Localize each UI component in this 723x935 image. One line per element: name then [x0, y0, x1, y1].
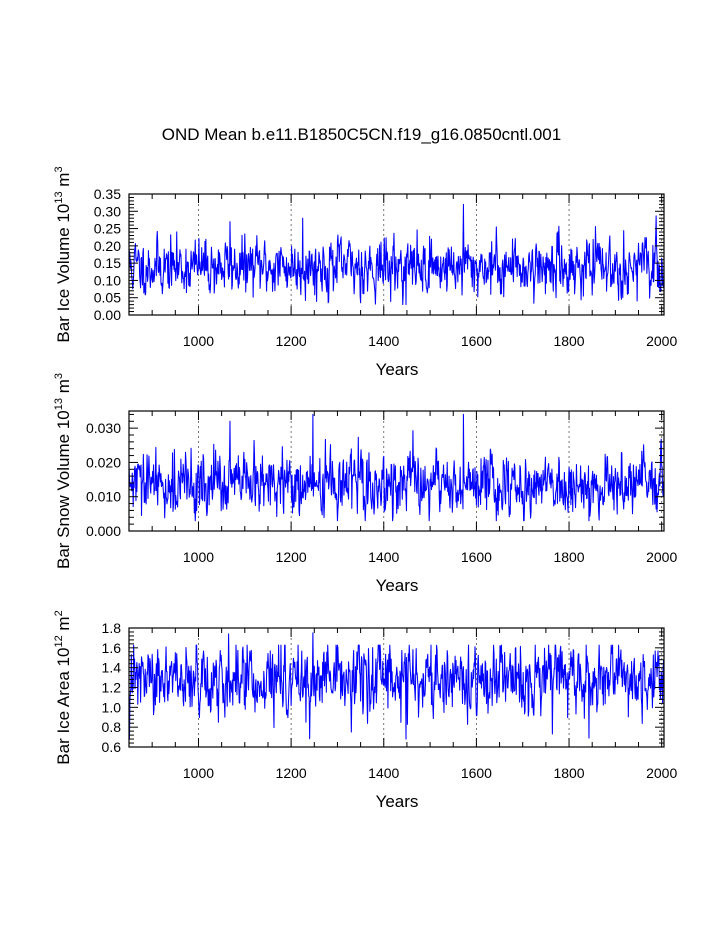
y-tick-label: 0.25 [94, 221, 121, 237]
y-tick-label: 0.000 [86, 523, 121, 539]
x-tick-label: 1400 [368, 765, 399, 781]
y-axis-label-part: 3 [53, 373, 65, 379]
y-tick-label: 0.15 [94, 255, 121, 271]
y-tick-label: 0.05 [94, 290, 121, 306]
plot-frame [128, 193, 665, 316]
y-axis-label-part: 13 [53, 191, 65, 203]
x-tick-label: 1800 [553, 765, 584, 781]
series-line-ice-volume [128, 203, 665, 306]
x-tick-label: 1200 [276, 333, 307, 349]
x-tick-label: 1000 [183, 765, 214, 781]
x-tick-label: 1600 [461, 333, 492, 349]
y-tick-label: 1.6 [102, 640, 122, 656]
y-tick-label: 0.35 [94, 186, 121, 202]
y-axis-label-part: Bar Ice Volume 10 [54, 204, 73, 343]
y-tick-label: 0.10 [94, 272, 121, 288]
x-tick-label: 2000 [646, 549, 677, 565]
x-tick-label: 1800 [553, 549, 584, 565]
y-axis-label-part: 3 [53, 166, 65, 172]
panel-snow-volume: 1000 1200 1400 1600 1800 2000 0.000 0.010 0.020 0… [53, 373, 677, 595]
y-axis-label-part: m [54, 379, 73, 398]
y-axis-label-part: Bar Ice Area 10 [54, 648, 73, 765]
panel-ice-area: 1000 1200 1400 1600 1800 2000 0.6 0.8 1.0 1.2 1.4 1… [53, 610, 677, 811]
y-tick-label: 0.6 [102, 739, 122, 755]
y-axis-label: Bar Ice Volume 1013 m3 [53, 166, 73, 342]
y-tick-label: 0.8 [102, 719, 122, 735]
y-tick-label: 0.30 [94, 203, 121, 219]
chart-title: OND Mean b.e11.B1850C5CN.f19_g16.0850cnt… [161, 125, 562, 144]
x-tick-label: 1000 [183, 333, 214, 349]
y-axis-label: Bar Ice Area 1012 m2 [53, 610, 73, 764]
x-tick-label: 2000 [646, 765, 677, 781]
x-axis-label: Years [376, 360, 419, 379]
y-axis-label-part: m [54, 616, 73, 635]
y-tick-label: 0.030 [86, 420, 121, 436]
y-axis-label-part: m [54, 173, 73, 192]
y-tick-label: 0.010 [86, 489, 121, 505]
x-tick-label: 1600 [461, 549, 492, 565]
y-tick-label: 1.4 [102, 660, 122, 676]
y-axis-label: Bar Snow Volume 1013 m3 [53, 373, 73, 569]
series-line-ice-area [128, 632, 665, 740]
x-tick-label: 1200 [276, 765, 307, 781]
panel-ice-volume: 1000 1200 1400 1600 1800 2000 0.000.05 0.100.15… [53, 166, 677, 379]
y-axis-label-part: Bar Snow Volume 10 [54, 410, 73, 569]
y-axis-label-part: 13 [53, 398, 65, 410]
series-line-snow-volume [128, 413, 665, 522]
x-tick-label: 1000 [183, 549, 214, 565]
x-axis-label: Years [376, 576, 419, 595]
x-tick-label: 1800 [553, 333, 584, 349]
y-axis-label-part: 2 [53, 610, 65, 616]
x-tick-label: 1400 [368, 549, 399, 565]
x-tick-label: 1200 [276, 549, 307, 565]
y-tick-label: 1.8 [102, 620, 122, 636]
y-axis-label-part: 12 [53, 635, 65, 647]
x-axis-label: Years [376, 792, 419, 811]
plot-frame [128, 410, 665, 532]
y-tick-label: 1.2 [102, 680, 122, 696]
y-tick-label: 0.20 [94, 238, 121, 254]
x-tick-label: 2000 [646, 333, 677, 349]
x-tick-label: 1400 [368, 333, 399, 349]
y-tick-label: 0.00 [94, 307, 121, 323]
x-tick-label: 1600 [461, 765, 492, 781]
y-tick-label: 1.0 [102, 699, 122, 715]
y-tick-label: 0.020 [86, 454, 121, 470]
